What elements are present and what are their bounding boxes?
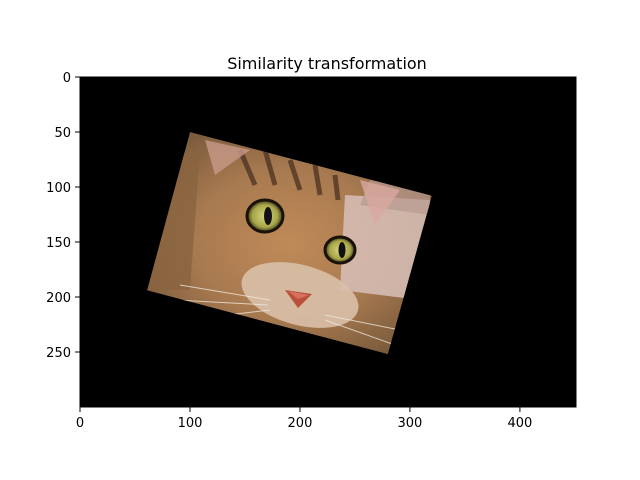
x-tick-label: 400 — [507, 416, 532, 431]
x-tick-label: 100 — [178, 416, 203, 431]
chart-title: Similarity transformation — [227, 54, 427, 73]
y-tick-label: 150 — [46, 236, 71, 251]
y-tick-label: 100 — [46, 181, 71, 196]
y-tick-label: 50 — [54, 126, 71, 141]
y-tick-label: 250 — [46, 346, 71, 361]
x-tick-label: 300 — [398, 416, 423, 431]
x-tick-label: 0 — [76, 416, 84, 431]
y-tick-label: 200 — [46, 291, 71, 306]
cat-photo — [147, 132, 432, 355]
x-tick-label: 200 — [288, 416, 313, 431]
x-axis: 0 100 200 300 400 — [76, 407, 532, 431]
y-axis: 0 50 100 150 200 250 — [46, 71, 80, 361]
y-tick-label: 0 — [63, 71, 71, 86]
